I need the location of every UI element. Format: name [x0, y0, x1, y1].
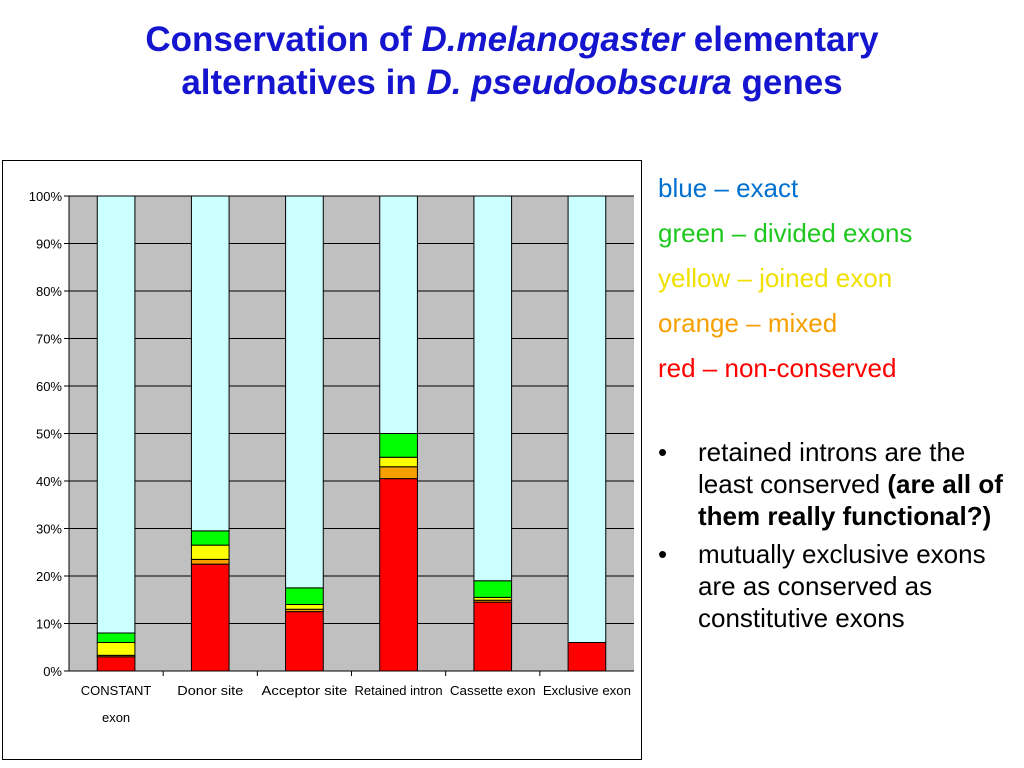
bar-segment	[285, 587, 324, 605]
title-line2-c: genes	[731, 63, 843, 102]
title-line-1: Conservation of D.melanogaster elementar…	[60, 18, 964, 61]
y-tick-label: 90%	[36, 237, 62, 252]
y-tick-label: 70%	[36, 332, 62, 347]
bullet-bold-text: (are all of them really functional?)	[698, 469, 1003, 531]
bar-segment	[379, 433, 418, 458]
bar-segment	[473, 601, 513, 672]
bar-segment	[190, 563, 230, 672]
slide-title: Conservation of D.melanogaster elementar…	[60, 18, 964, 104]
bar-segment	[379, 195, 418, 434]
x-tick-label: Acceptor site	[262, 683, 348, 698]
bar-segment	[473, 580, 513, 598]
title-line1-c: elementary	[684, 20, 879, 59]
y-tick-label: 80%	[36, 284, 62, 299]
legend-item-green: green – divided exons	[658, 218, 913, 248]
chart-frame: 0% 10% 20% 30% 40% 50% 60% 70% 80% 90% 100% CONSTAN…	[2, 160, 642, 760]
title-species-1: D.melanogaster	[421, 20, 685, 59]
legend-item-orange: orange – mixed	[658, 308, 838, 338]
x-tick-label: CONSTANT exon	[81, 683, 152, 725]
bar-segment	[379, 478, 418, 672]
bar-segment	[96, 642, 136, 656]
y-tick-label: 40%	[36, 474, 62, 489]
y-tick-label: 100%	[29, 189, 63, 204]
title-line-2: alternatives in D. pseudoobscura genes	[60, 61, 964, 104]
bar-segment	[285, 604, 324, 610]
legend-item-blue: blue – exact	[658, 173, 799, 203]
bar-segment	[190, 530, 230, 546]
y-tick-label: 20%	[36, 569, 62, 584]
y-tick-label: 30%	[36, 522, 62, 537]
title-line2-a: alternatives in	[181, 63, 427, 102]
bar-segment	[190, 544, 230, 560]
bar-segment	[567, 195, 607, 643]
bar-segment	[379, 456, 418, 468]
color-legend: blue – exact green – divided exons yello…	[658, 166, 912, 391]
x-tick-label: Cassette exon	[450, 683, 536, 698]
bullet-list: • retained introns are the least conserve…	[658, 436, 1018, 640]
x-tick-label: Donor site	[177, 683, 243, 698]
y-tick-label: 0%	[43, 664, 62, 679]
y-tick-label: 10%	[36, 617, 62, 632]
y-tick-label: 50%	[36, 427, 62, 442]
bullet-text: retained introns are the least conserved	[698, 437, 966, 499]
bar-segment	[96, 656, 136, 672]
bar-segment	[190, 558, 230, 565]
bar-segment	[379, 466, 418, 480]
x-tick-label: Exclusive exon	[543, 683, 631, 698]
title-species-2: D. pseudoobscura	[426, 63, 732, 102]
bar-segment	[190, 195, 230, 532]
title-line1-a: Conservation of	[145, 20, 422, 59]
bar-segment	[285, 195, 324, 589]
bullet-dot-icon: •	[658, 539, 668, 569]
bullet-item: • mutually exclusive exons are as conserv…	[658, 538, 1018, 634]
bullet-text: mutually exclusive exons are as conserve…	[698, 539, 986, 633]
bar-segment	[473, 195, 513, 582]
bar-segment	[96, 195, 136, 634]
legend-item-red: red – non-conserved	[658, 353, 897, 383]
bar-segment	[96, 632, 136, 643]
stacked-bar-chart: 0% 10% 20% 30% 40% 50% 60% 70% 80% 90% 100% CONSTAN…	[29, 189, 634, 725]
bullet-item: • retained introns are the least conserve…	[658, 436, 1018, 532]
bar-segment	[285, 611, 324, 672]
x-tick-label: Retained intron	[355, 683, 443, 698]
legend-item-yellow: yellow – joined exon	[658, 263, 893, 293]
y-tick-label: 60%	[36, 379, 62, 394]
bullet-dot-icon: •	[658, 437, 668, 467]
bar-segment	[567, 642, 607, 672]
